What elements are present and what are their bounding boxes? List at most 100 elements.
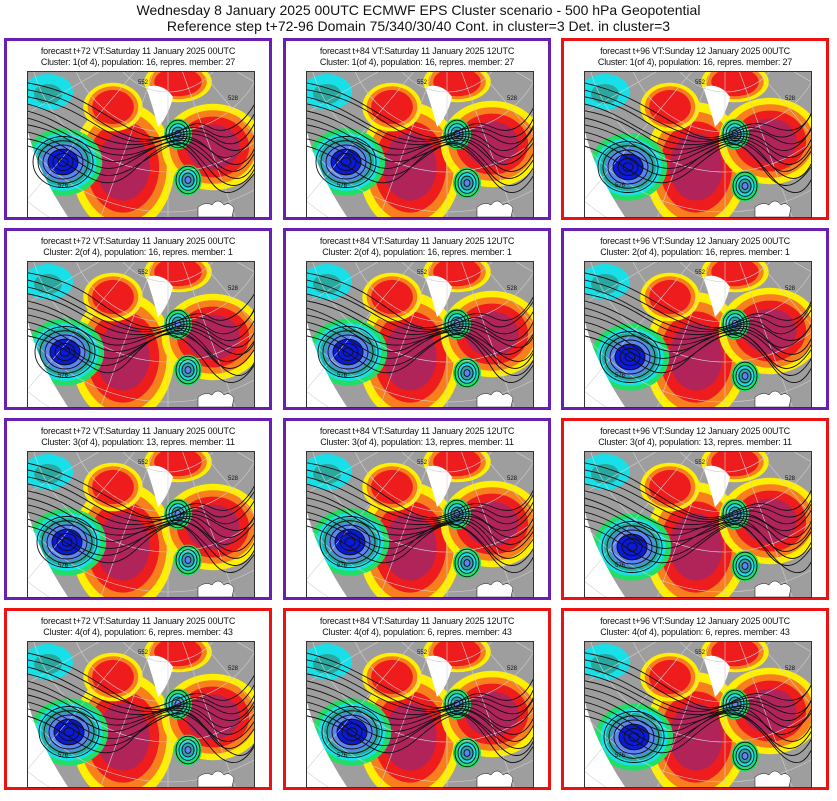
low-contour bbox=[601, 521, 663, 573]
cyclone-contour bbox=[463, 749, 471, 757]
low-contour bbox=[614, 343, 646, 371]
low-contour bbox=[332, 338, 364, 366]
height-contour bbox=[28, 286, 254, 335]
contour-label: 552 bbox=[138, 270, 149, 276]
cyclone-contour bbox=[165, 309, 191, 339]
cyclone-contour bbox=[178, 359, 198, 381]
cyclone-contour bbox=[741, 372, 749, 380]
geopotential-contours bbox=[307, 462, 533, 578]
meridian-line bbox=[379, 452, 433, 597]
meridian-line bbox=[307, 452, 414, 580]
cold-anomaly-region bbox=[313, 654, 341, 674]
meridian-line bbox=[739, 262, 793, 407]
panel-cluster-line: Cluster: 3(of 4), population: 13, repres… bbox=[320, 437, 514, 447]
height-contour bbox=[307, 117, 533, 165]
low-contour bbox=[618, 723, 650, 751]
geopotential-contours bbox=[585, 272, 811, 391]
cyclone-contour bbox=[175, 545, 201, 575]
graticule bbox=[585, 262, 811, 407]
neutral-region bbox=[307, 512, 347, 597]
cyclone-contour bbox=[735, 175, 755, 197]
low-contour bbox=[606, 525, 658, 569]
low-contour bbox=[341, 723, 363, 741]
warm-anomaly-region bbox=[92, 469, 134, 505]
height-contour bbox=[585, 144, 811, 194]
low-contour bbox=[330, 148, 362, 176]
cyclone-contour bbox=[175, 165, 201, 195]
meridian-line bbox=[28, 452, 100, 494]
low-contour bbox=[617, 158, 639, 176]
contour-label: 576 bbox=[337, 563, 348, 569]
panel-cluster-line: Cluster: 1(of 4), population: 16, repres… bbox=[319, 57, 515, 67]
neutral-region bbox=[146, 465, 173, 507]
height-contour bbox=[28, 96, 254, 145]
panel-cluster4-t96: forecast t+96 VT:Sunday 12 January 2025 … bbox=[561, 608, 829, 790]
neutral-region bbox=[703, 275, 730, 317]
height-contour bbox=[585, 511, 811, 559]
panel-cluster1-t84: forecast t+84 VT:Saturday 11 January 202… bbox=[283, 38, 551, 220]
low-contour bbox=[325, 144, 367, 180]
neutral-region bbox=[585, 132, 625, 217]
graticule bbox=[307, 72, 533, 217]
cold-anomaly-region bbox=[616, 533, 648, 561]
meridian-line bbox=[379, 262, 433, 407]
low-contour bbox=[315, 136, 377, 188]
cyclone-contour bbox=[732, 361, 758, 391]
cold-anomaly-region bbox=[591, 274, 619, 294]
low-contour bbox=[57, 157, 69, 167]
contour-label: 552 bbox=[695, 80, 706, 86]
graticule bbox=[585, 452, 811, 597]
contour-label: 552 bbox=[138, 460, 149, 466]
figure-title: Wednesday 8 January 2025 00UTC ECMWF EPS… bbox=[136, 2, 701, 18]
low-contour bbox=[41, 520, 93, 564]
warm-anomaly-region bbox=[96, 133, 150, 201]
height-contour bbox=[585, 462, 811, 518]
figure-subtitle: Reference step t+72-96 Domain 75/340/30/… bbox=[166, 18, 671, 34]
map-canvas: 576 552 528 bbox=[585, 642, 811, 787]
panel-cluster-line: Cluster: 3(of 4), population: 13, repres… bbox=[41, 437, 235, 447]
contour-label: 528 bbox=[785, 666, 796, 672]
low-contour bbox=[61, 537, 73, 547]
contour-label: 528 bbox=[507, 286, 518, 292]
low-contour bbox=[52, 153, 74, 171]
contour-label: 576 bbox=[337, 753, 348, 759]
contour-label: 552 bbox=[417, 80, 428, 86]
cyclone-contour bbox=[460, 555, 474, 571]
meridian-line bbox=[739, 72, 793, 217]
height-contour bbox=[28, 328, 254, 376]
geopotential-map: 576 552 528 bbox=[27, 641, 255, 788]
geopotential-map: 576 552 528 bbox=[306, 261, 534, 408]
height-contour bbox=[585, 110, 811, 158]
cyclone-contour bbox=[728, 696, 742, 712]
low-contour bbox=[608, 715, 660, 759]
contour-label: 552 bbox=[417, 460, 428, 466]
cyclone-contour bbox=[725, 123, 745, 145]
cyclone-contour bbox=[184, 176, 192, 184]
contour-label: 576 bbox=[337, 183, 348, 189]
contour-label: 552 bbox=[138, 650, 149, 656]
height-contour bbox=[585, 117, 811, 165]
low-contour bbox=[322, 330, 374, 374]
cyclone-contour bbox=[738, 368, 752, 384]
geopotential-contours bbox=[585, 652, 811, 771]
height-contour bbox=[28, 117, 254, 165]
height-contour bbox=[307, 286, 533, 335]
height-contour bbox=[585, 307, 811, 355]
cyclone-contour bbox=[725, 693, 745, 715]
cyclone-contour bbox=[168, 503, 188, 525]
warm-anomaly-region bbox=[465, 501, 519, 547]
cyclone-contour bbox=[453, 130, 461, 138]
cyclone-contour bbox=[457, 552, 477, 574]
cyclone-contour bbox=[725, 503, 745, 525]
warm-anomaly-region bbox=[371, 279, 413, 315]
low-contour bbox=[36, 516, 98, 568]
panel-cluster3-t84: forecast t+84 VT:Saturday 11 January 202… bbox=[283, 418, 551, 600]
cyclone-contour bbox=[184, 556, 192, 564]
low-contour bbox=[331, 714, 373, 750]
height-contour bbox=[585, 321, 811, 369]
neutral-region bbox=[425, 275, 452, 317]
panel-forecast-line: forecast t+84 VT:Saturday 11 January 202… bbox=[319, 616, 515, 626]
geopotential-map: 576 552 528 bbox=[306, 451, 534, 598]
panel-forecast-line: forecast t+96 VT:Sunday 12 January 2025 … bbox=[600, 426, 790, 436]
cyclone-contour bbox=[463, 179, 471, 187]
